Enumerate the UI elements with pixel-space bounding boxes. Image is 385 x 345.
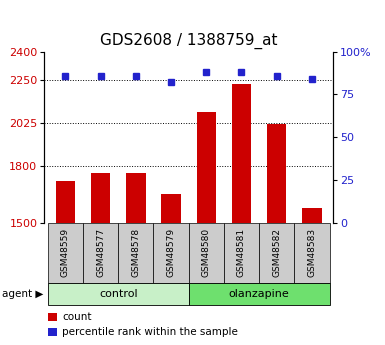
Text: GSM48582: GSM48582 [272, 228, 281, 277]
Bar [224, 223, 259, 283]
Bar [91, 173, 110, 223]
Text: olanzapine: olanzapine [229, 289, 290, 299]
Bar [56, 181, 75, 223]
Bar [189, 223, 224, 283]
Text: agent ▶: agent ▶ [2, 289, 43, 299]
Bar [259, 223, 294, 283]
Bar [294, 223, 330, 283]
Bar [267, 124, 286, 223]
Text: GSM48580: GSM48580 [202, 228, 211, 277]
Bar [154, 223, 189, 283]
Text: percentile rank within the sample: percentile rank within the sample [62, 327, 238, 337]
Text: GSM48578: GSM48578 [131, 228, 140, 277]
Bar [161, 194, 181, 223]
Bar [118, 223, 154, 283]
Bar [302, 208, 321, 223]
Text: GSM48583: GSM48583 [307, 228, 316, 277]
Text: GSM48581: GSM48581 [237, 228, 246, 277]
Bar [48, 283, 189, 305]
Text: GSM48559: GSM48559 [61, 228, 70, 277]
Text: count: count [62, 312, 92, 322]
Text: GSM48579: GSM48579 [167, 228, 176, 277]
Bar [197, 112, 216, 223]
Title: GDS2608 / 1388759_at: GDS2608 / 1388759_at [100, 33, 278, 49]
Text: control: control [99, 289, 137, 299]
Text: GSM48577: GSM48577 [96, 228, 105, 277]
Bar [48, 223, 83, 283]
Bar [189, 283, 330, 305]
Bar [83, 223, 118, 283]
Bar [232, 84, 251, 223]
Bar [126, 173, 146, 223]
